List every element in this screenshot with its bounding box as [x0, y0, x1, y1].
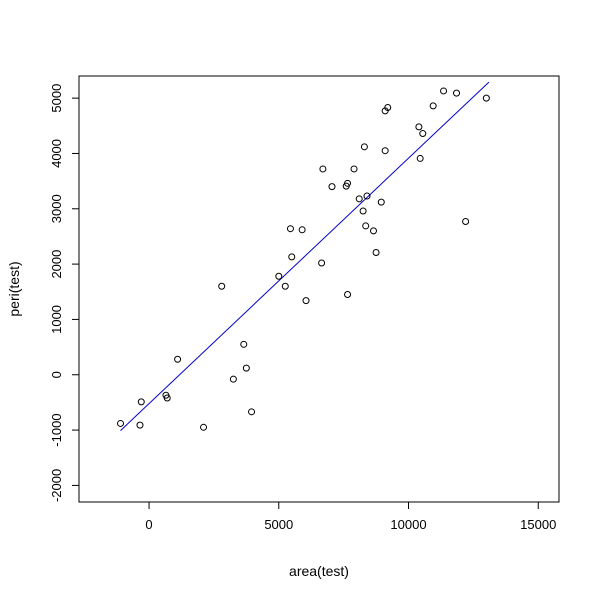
data-points: [117, 87, 490, 431]
x-tick-label: 0: [145, 517, 152, 532]
data-point: [482, 94, 490, 102]
data-point: [429, 102, 437, 110]
data-point: [281, 282, 289, 290]
data-point: [163, 394, 171, 402]
y-tick-label: -1000: [49, 413, 64, 446]
y-axis-label: peri(test): [6, 261, 22, 316]
data-point: [229, 375, 237, 383]
data-point: [359, 207, 367, 215]
data-point: [240, 340, 248, 348]
data-point: [174, 355, 182, 363]
data-point: [288, 253, 296, 261]
data-point: [248, 408, 256, 416]
data-point: [344, 291, 352, 299]
y-tick-label: 4000: [49, 139, 64, 168]
data-point: [453, 89, 461, 97]
y-tick-label: 2000: [49, 250, 64, 279]
data-point: [363, 192, 371, 200]
y-axis: -2000 -1000 0 1000 2000 3000 4000 5000: [49, 84, 80, 502]
data-point: [200, 423, 208, 431]
data-point: [275, 272, 283, 280]
data-point: [117, 419, 125, 427]
data-point: [372, 248, 380, 256]
data-point: [136, 421, 144, 429]
data-point: [344, 179, 352, 187]
data-point: [415, 123, 423, 131]
y-tick-label: -2000: [49, 469, 64, 502]
y-tick-label: 1000: [49, 305, 64, 334]
data-point: [355, 195, 363, 203]
data-point: [360, 143, 368, 151]
plot-area-frame: [78, 75, 560, 503]
data-point: [362, 222, 370, 230]
y-tick-label: 0: [49, 371, 64, 378]
regression-line-group: [120, 81, 490, 431]
x-axis-label: area(test): [289, 563, 349, 579]
data-point: [319, 165, 327, 173]
y-tick-label: 5000: [49, 84, 64, 113]
data-point: [302, 297, 310, 305]
data-point: [377, 198, 385, 206]
data-point: [328, 183, 336, 191]
data-point: [298, 226, 306, 234]
data-point: [137, 398, 145, 406]
data-point: [419, 130, 427, 138]
data-point: [242, 364, 250, 372]
data-point: [369, 227, 377, 235]
data-point: [462, 218, 470, 226]
data-point: [440, 87, 448, 95]
x-tick-label: 5000: [264, 517, 293, 532]
data-point: [416, 154, 424, 162]
data-point: [218, 282, 226, 290]
x-tick-label: 10000: [390, 517, 426, 532]
regression-line: [120, 81, 490, 431]
x-axis: 0 5000 10000 15000: [145, 501, 556, 532]
x-tick-label: 15000: [520, 517, 556, 532]
data-point: [350, 165, 358, 173]
data-point: [384, 104, 392, 112]
y-tick-label: 3000: [49, 194, 64, 223]
data-point: [286, 225, 294, 233]
data-point: [318, 259, 326, 267]
data-point: [381, 147, 389, 155]
